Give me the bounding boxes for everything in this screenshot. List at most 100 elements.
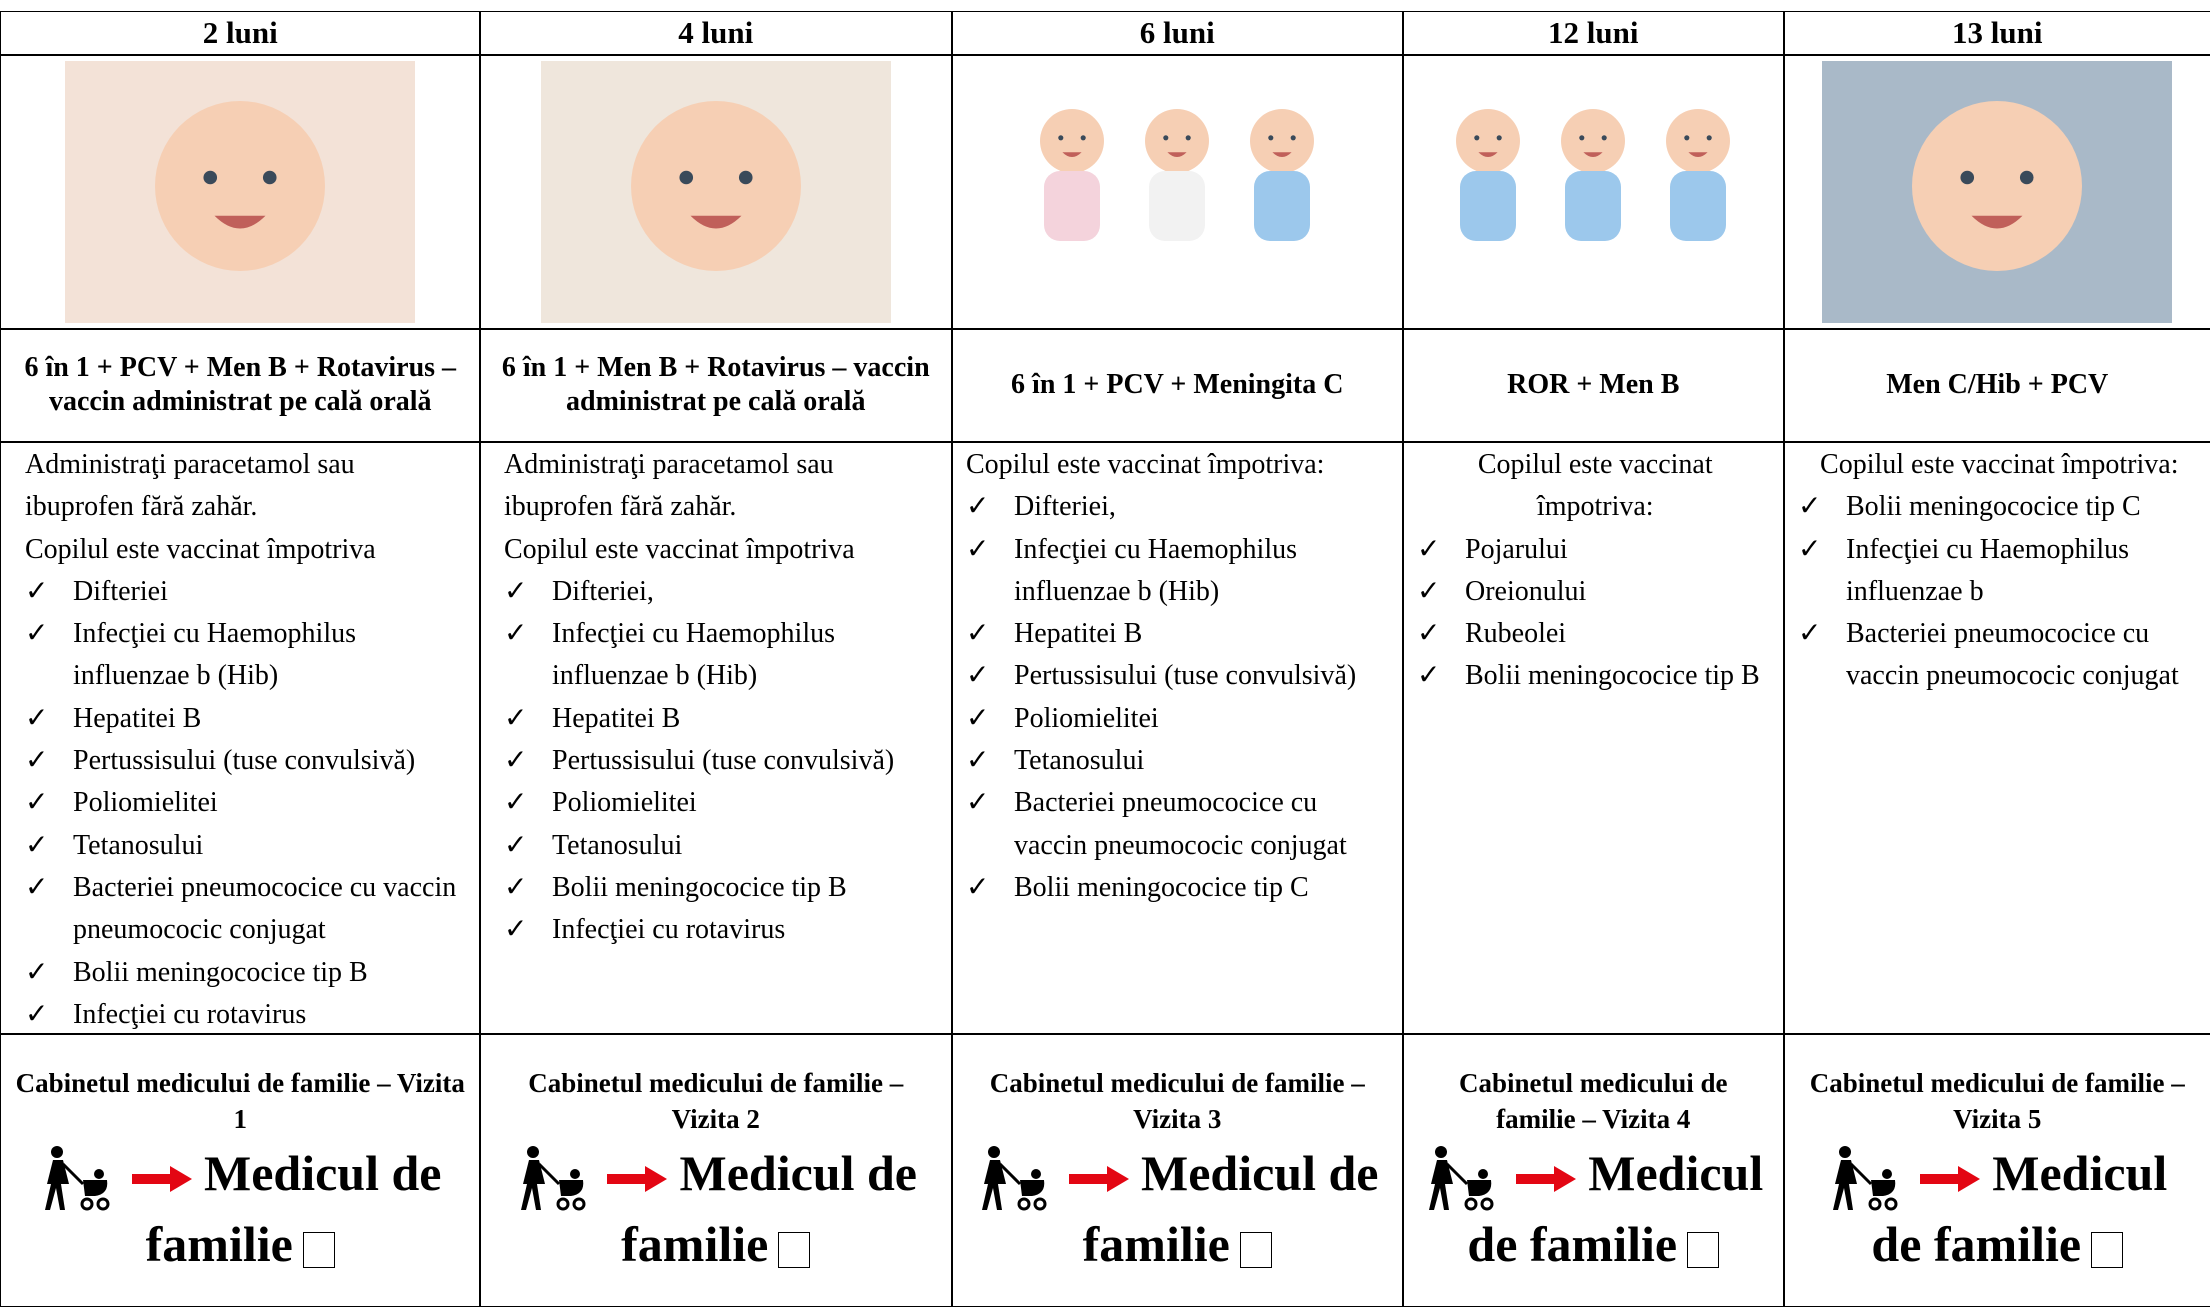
destination: Medicul de familie	[1082, 1145, 1379, 1273]
baby-photo	[1822, 60, 2173, 323]
header-cell: 12 luni	[1402, 11, 1785, 56]
check-item: Poliomielitei	[25, 782, 470, 825]
vaccine-cell: Men C/Hib + PCV	[1783, 328, 2210, 443]
red-arrow	[1068, 1166, 1129, 1193]
image-cell	[1783, 54, 2210, 330]
intro-text: Copilul este vaccinat împotriva	[504, 533, 855, 565]
destination: Medicul de familie	[145, 1145, 442, 1273]
check-item: Infecţiei cu Haemophilus influenzae b (H…	[504, 613, 942, 698]
vaccine-cell: ROR + Men B	[1402, 328, 1785, 443]
destination-row: Medicul de familie	[966, 1143, 1389, 1274]
checklist: Difteriei,Infecţiei cu Haemophilus influ…	[966, 486, 1393, 909]
visit-label: Cabinetul medicului de familie – Vizita …	[1809, 1068, 2185, 1135]
content-cell: Copilul este vaccinat împotriva: Difterie…	[951, 441, 1404, 1035]
parent-stroller-icon	[520, 1146, 585, 1211]
check-item: Poliomielitei	[966, 698, 1393, 741]
checklist: Bolii meningococice tip CInfecţiei cu Ha…	[1798, 486, 2201, 697]
check-item: Infecţiei cu rotavirus	[504, 909, 942, 952]
parent-stroller-icon	[982, 1146, 1047, 1211]
check-item: Pojarului	[1417, 529, 1774, 572]
check-item: Difteriei	[25, 571, 470, 614]
checklist: Difteriei,Infecţiei cu Haemophilus influ…	[504, 571, 942, 952]
check-item: Infecţiei cu Haemophilus influenzae b	[1798, 529, 2201, 614]
age-header: 4 luni	[678, 15, 754, 51]
parent-stroller-icon	[45, 1146, 110, 1211]
checkbox	[778, 1231, 811, 1268]
header-cell: 13 luni	[1783, 11, 2210, 56]
check-item: Bolii meningococice tip C	[966, 867, 1393, 910]
destination-row: Medicul de familie	[1798, 1143, 2197, 1274]
content-cell: Copilul este vaccinat împotriva:Pojarulu…	[1402, 441, 1785, 1035]
content-cell: Administraţi paracetamol sau ibuprofen f…	[0, 441, 481, 1035]
check-item: Pertussisului (tuse convulsivă)	[966, 655, 1393, 698]
visit-label: Cabinetul medicului de familie – Vizita …	[15, 1068, 465, 1135]
baby-photo	[1002, 60, 1353, 323]
check-item: Oreionului	[1417, 571, 1774, 614]
visit-cell: Cabinetul medicului de familie – Vizita …	[479, 1033, 953, 1307]
checkbox	[2091, 1231, 2124, 1268]
check-item: Bacteriei pneumococice cu vaccin pneumoc…	[25, 867, 470, 952]
parent-stroller-icon	[1833, 1146, 1898, 1211]
check-item: Difteriei,	[966, 486, 1393, 529]
age-header: 12 luni	[1548, 15, 1639, 51]
destination-row: Medicul de familie	[1417, 1143, 1770, 1274]
destination-row: Medicul de familie	[494, 1143, 938, 1274]
check-item: Bolii meningococice tip C	[1798, 486, 2201, 529]
check-item: Bolii meningococice tip B	[1417, 655, 1774, 698]
content-cell: Copilul este vaccinat împotriva: Bolii me…	[1783, 441, 2210, 1035]
checkbox	[302, 1231, 335, 1268]
visit-cell: Cabinetul medicului de familie – Vizita …	[1783, 1033, 2210, 1307]
vaccine-cell: 6 în 1 + Men B + Rotavirus – vaccin admi…	[479, 328, 953, 443]
check-item: Bolii meningococice tip B	[504, 867, 942, 910]
checklist: PojaruluiOreionuluiRubeoleiBolii meningo…	[1417, 529, 1774, 698]
check-item: Pertussisului (tuse convulsivă)	[25, 740, 470, 783]
parent-stroller-icon	[1429, 1146, 1494, 1211]
vaccine-title: Men C/Hib + PCV	[1886, 369, 2109, 401]
red-arrow	[131, 1166, 192, 1193]
check-item: Tetanosului	[966, 740, 1393, 783]
baby-photo	[540, 60, 891, 323]
check-item: Poliomielitei	[504, 782, 942, 825]
vaccine-title: 6 în 1 + Men B + Rotavirus – vaccin admi…	[501, 352, 930, 418]
red-arrow	[1515, 1166, 1576, 1193]
check-item: Bacteriei pneumococice cu vaccin pneumoc…	[966, 782, 1393, 867]
image-cell	[0, 54, 481, 330]
header-cell: 4 luni	[479, 11, 953, 56]
visit-label: Cabinetul medicului de familie – Vizita …	[1458, 1068, 1728, 1135]
destination: Medicul de familie	[621, 1145, 917, 1273]
vaccine-title: 6 în 1 + PCV + Meningita C	[1011, 369, 1344, 401]
checklist: DifterieiInfecţiei cu Haemophilus influe…	[25, 571, 470, 1034]
check-item: Pertussisului (tuse convulsivă)	[504, 740, 942, 783]
visit-cell: Cabinetul medicului de familie – Vizita …	[1402, 1033, 1785, 1307]
image-cell	[479, 54, 953, 330]
intro-text: Copilul este vaccinat împotriva:	[1820, 449, 2179, 480]
red-arrow	[1919, 1166, 1980, 1193]
checkbox	[1239, 1231, 1272, 1268]
destination-row: Medicul de familie	[15, 1143, 466, 1274]
destination: Medicul de familie	[1871, 1145, 2168, 1273]
check-item: Infecţiei cu Haemophilus influenzae b (H…	[966, 529, 1393, 614]
visit-cell: Cabinetul medicului de familie – Vizita …	[0, 1033, 481, 1307]
vaccine-cell: 6 în 1 + PCV + Meningita C	[951, 328, 1404, 443]
baby-photo	[1418, 60, 1769, 323]
check-item: Hepatitei B	[966, 613, 1393, 656]
checkbox	[1687, 1231, 1720, 1268]
age-header: 2 luni	[202, 15, 278, 51]
check-item: Infecţiei cu Haemophilus influenzae b (H…	[25, 613, 470, 698]
check-item: Hepatitei B	[504, 698, 942, 741]
header-cell: 2 luni	[0, 11, 481, 56]
image-cell	[951, 54, 1404, 330]
check-item: Rubeolei	[1417, 613, 1774, 656]
intro-text: Copilul este vaccinat împotriva:	[1477, 449, 1713, 523]
vaccine-title: 6 în 1 + PCV + Men B + Rotavirus – vacci…	[24, 352, 457, 418]
check-item: Hepatitei B	[25, 698, 470, 741]
intro-text: Copilul este vaccinat împotriva	[25, 533, 376, 565]
baby-photo	[65, 60, 416, 323]
red-arrow	[607, 1166, 667, 1193]
check-item: Tetanosului	[504, 825, 942, 868]
check-item: Bacteriei pneumococice cu vaccin pneumoc…	[1798, 613, 2201, 698]
image-cell	[1402, 54, 1785, 330]
check-item: Difteriei,	[504, 571, 942, 614]
check-item: Tetanosului	[25, 825, 470, 868]
